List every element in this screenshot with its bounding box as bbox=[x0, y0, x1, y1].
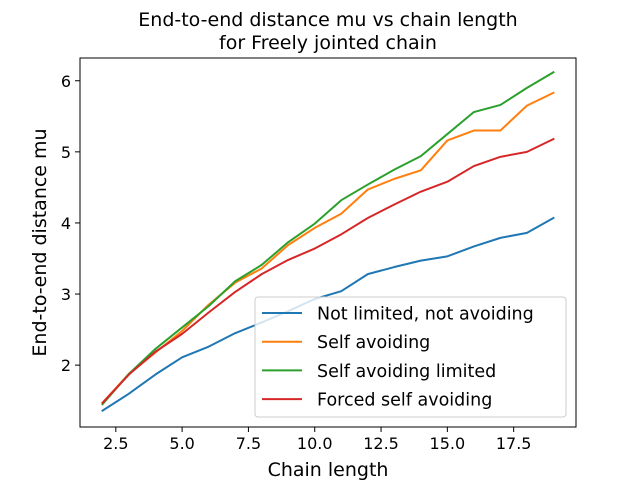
legend-label-2: Self avoiding bbox=[317, 333, 430, 353]
x-axis-label: Chain length bbox=[268, 459, 389, 480]
x-ticks: 2.5 5.0 7.5 10.0 12.5 15.0 17.5 bbox=[103, 427, 531, 453]
x-tick-label: 2.5 bbox=[103, 434, 128, 453]
y-tick-label: 5 bbox=[61, 143, 71, 162]
x-tick-label: 17.5 bbox=[496, 434, 532, 453]
legend-label-1: Not limited, not avoiding bbox=[317, 305, 534, 325]
x-tick-label: 5.0 bbox=[169, 434, 194, 453]
x-tick-label: 10.0 bbox=[297, 434, 333, 453]
x-tick-label: 15.0 bbox=[430, 434, 466, 453]
x-tick-label: 7.5 bbox=[236, 434, 261, 453]
series-line-4 bbox=[101, 137, 555, 405]
y-tick-label: 2 bbox=[61, 356, 71, 375]
y-tick-label: 3 bbox=[61, 285, 71, 304]
legend: Not limited, not avoiding Self avoiding Se… bbox=[254, 296, 567, 418]
series-line-2 bbox=[101, 91, 555, 405]
legend-label-4: Forced self avoiding bbox=[317, 391, 492, 411]
legend-label-3: Self avoiding limited bbox=[317, 362, 496, 382]
series-layer bbox=[101, 70, 555, 413]
series-line-1 bbox=[101, 216, 555, 413]
plot-frame bbox=[79, 57, 577, 428]
y-axis-label: End-to-end distance mu bbox=[29, 128, 51, 356]
x-tick-label: 12.5 bbox=[363, 434, 399, 453]
chart-title-line-1: End-to-end distance mu vs chain length bbox=[138, 9, 517, 31]
y-ticks: 2 3 4 5 6 bbox=[61, 72, 80, 375]
y-tick-label: 6 bbox=[61, 72, 71, 91]
y-tick-label: 4 bbox=[61, 214, 71, 233]
series-line-3 bbox=[101, 70, 555, 406]
chart-title-line-2: for Freely jointed chain bbox=[219, 32, 437, 54]
legend-box bbox=[254, 296, 567, 418]
